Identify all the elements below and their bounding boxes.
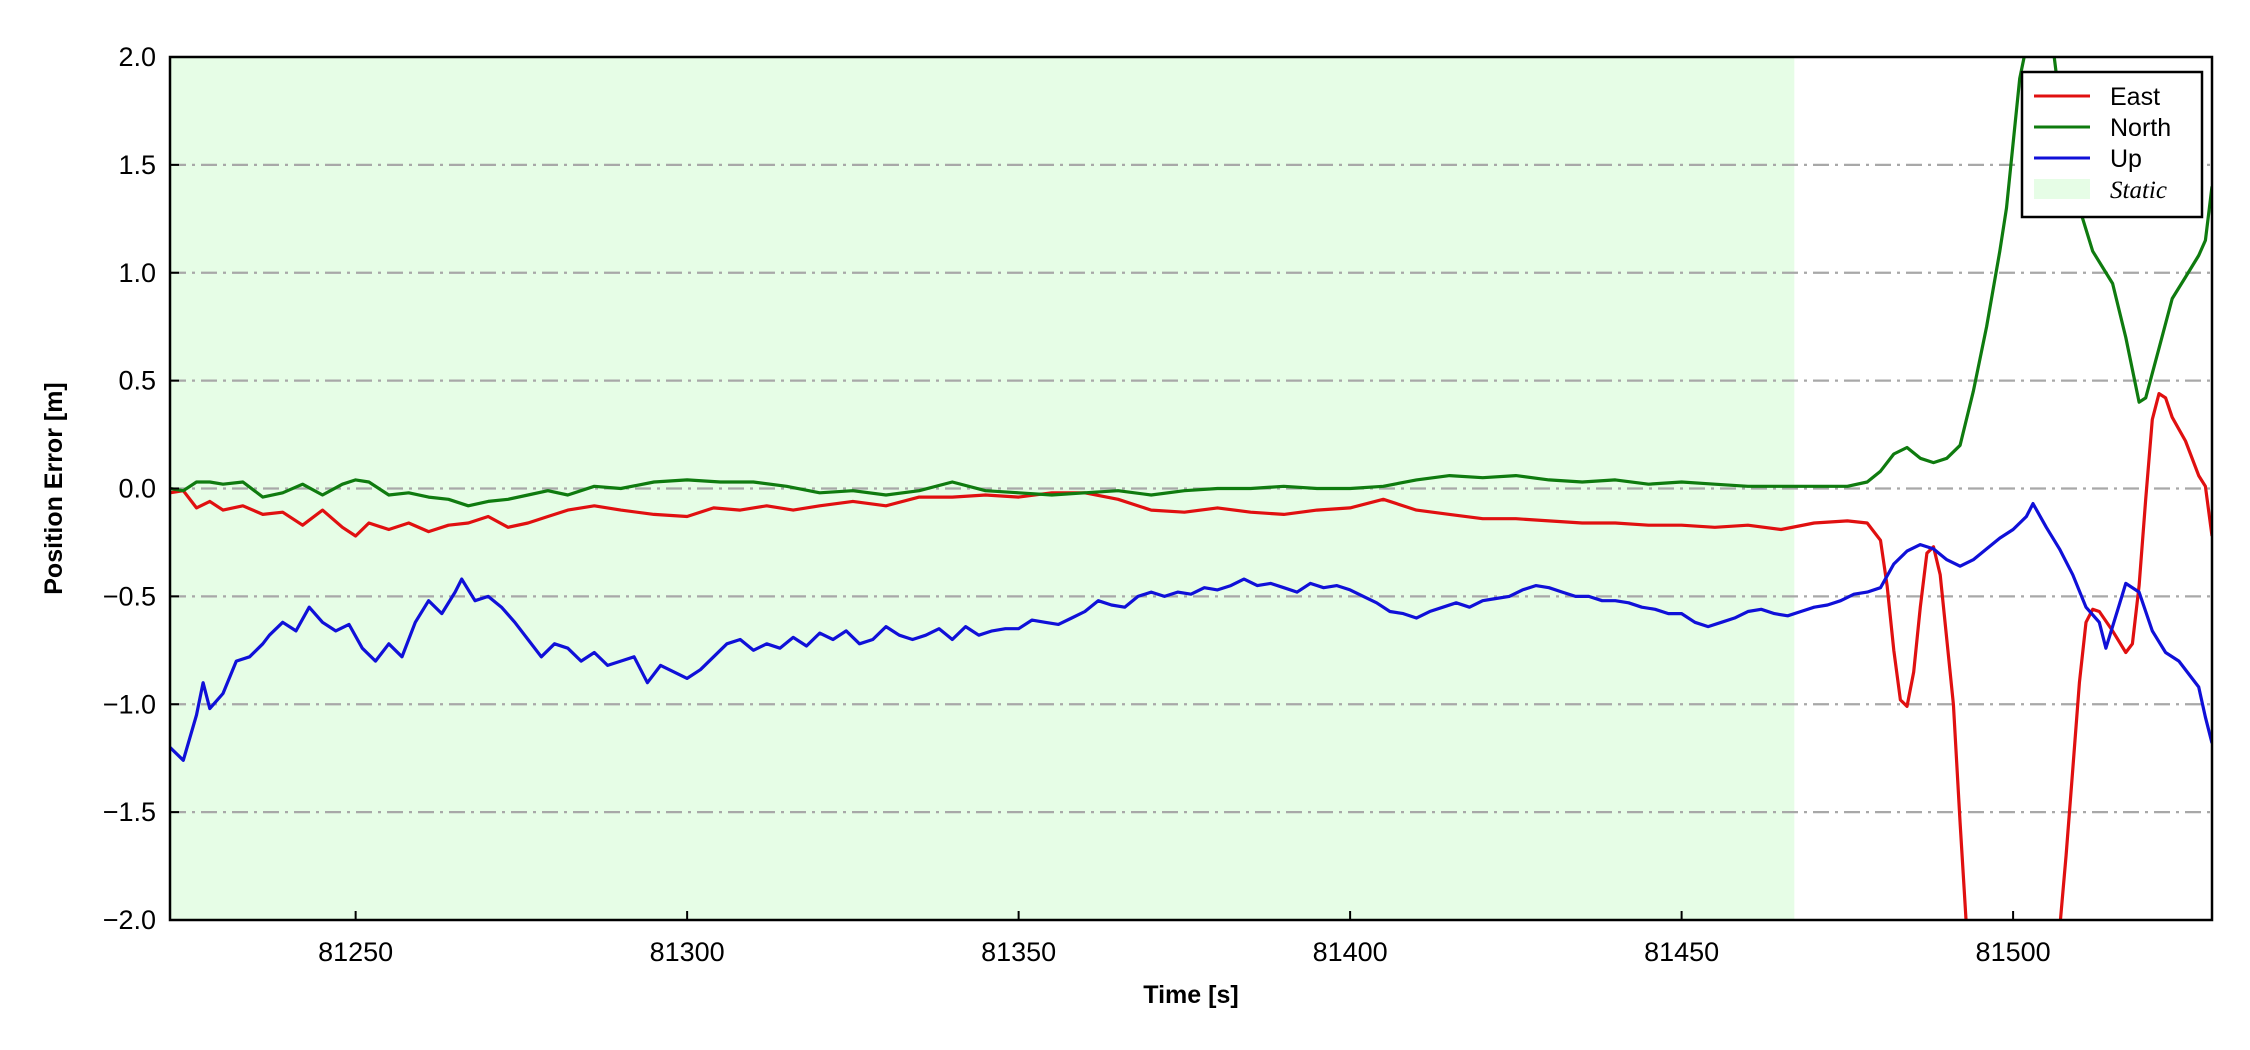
legend-label-static: Static — [2110, 177, 2167, 204]
y-tick-label: −0.5 — [103, 581, 156, 611]
y-tick-label: 1.0 — [118, 258, 156, 288]
tick-layer: 81250 81300 81350 81400 81450 81500 2.0 1.5 1.0 0… — [103, 42, 2051, 967]
y-tick-label: −2.0 — [103, 905, 156, 935]
x-tick-label: 81350 — [981, 937, 1056, 967]
series-line-north — [170, 57, 2212, 508]
x-tick-label: 81400 — [1313, 937, 1388, 967]
legend-label-east: East — [2110, 83, 2160, 111]
y-tick-label: −1.0 — [103, 689, 156, 719]
series-line-east — [170, 392, 2212, 920]
x-tick-label: 81250 — [318, 937, 393, 967]
legend-label-north: North — [2110, 114, 2171, 142]
legend-label-up: Up — [2110, 145, 2142, 173]
y-tick-label: −1.5 — [103, 797, 156, 827]
y-tick-label: 0.5 — [118, 366, 156, 396]
legend-swatch-static — [2034, 179, 2090, 199]
y-tick-label: 1.5 — [118, 150, 156, 180]
series-line-up — [170, 502, 2212, 762]
x-tick-label: 81500 — [1976, 937, 2051, 967]
y-axis-title: Position Error [m] — [40, 382, 68, 595]
series-layer — [170, 57, 2212, 920]
x-tick-label: 81300 — [650, 937, 725, 967]
x-axis-title: Time [s] — [1143, 981, 1238, 1009]
legend: East North Up Static — [2020, 70, 2204, 219]
y-tick-label: 0.0 — [118, 474, 156, 504]
y-tick-label: 2.0 — [118, 42, 156, 72]
x-tick-label: 81450 — [1644, 937, 1719, 967]
